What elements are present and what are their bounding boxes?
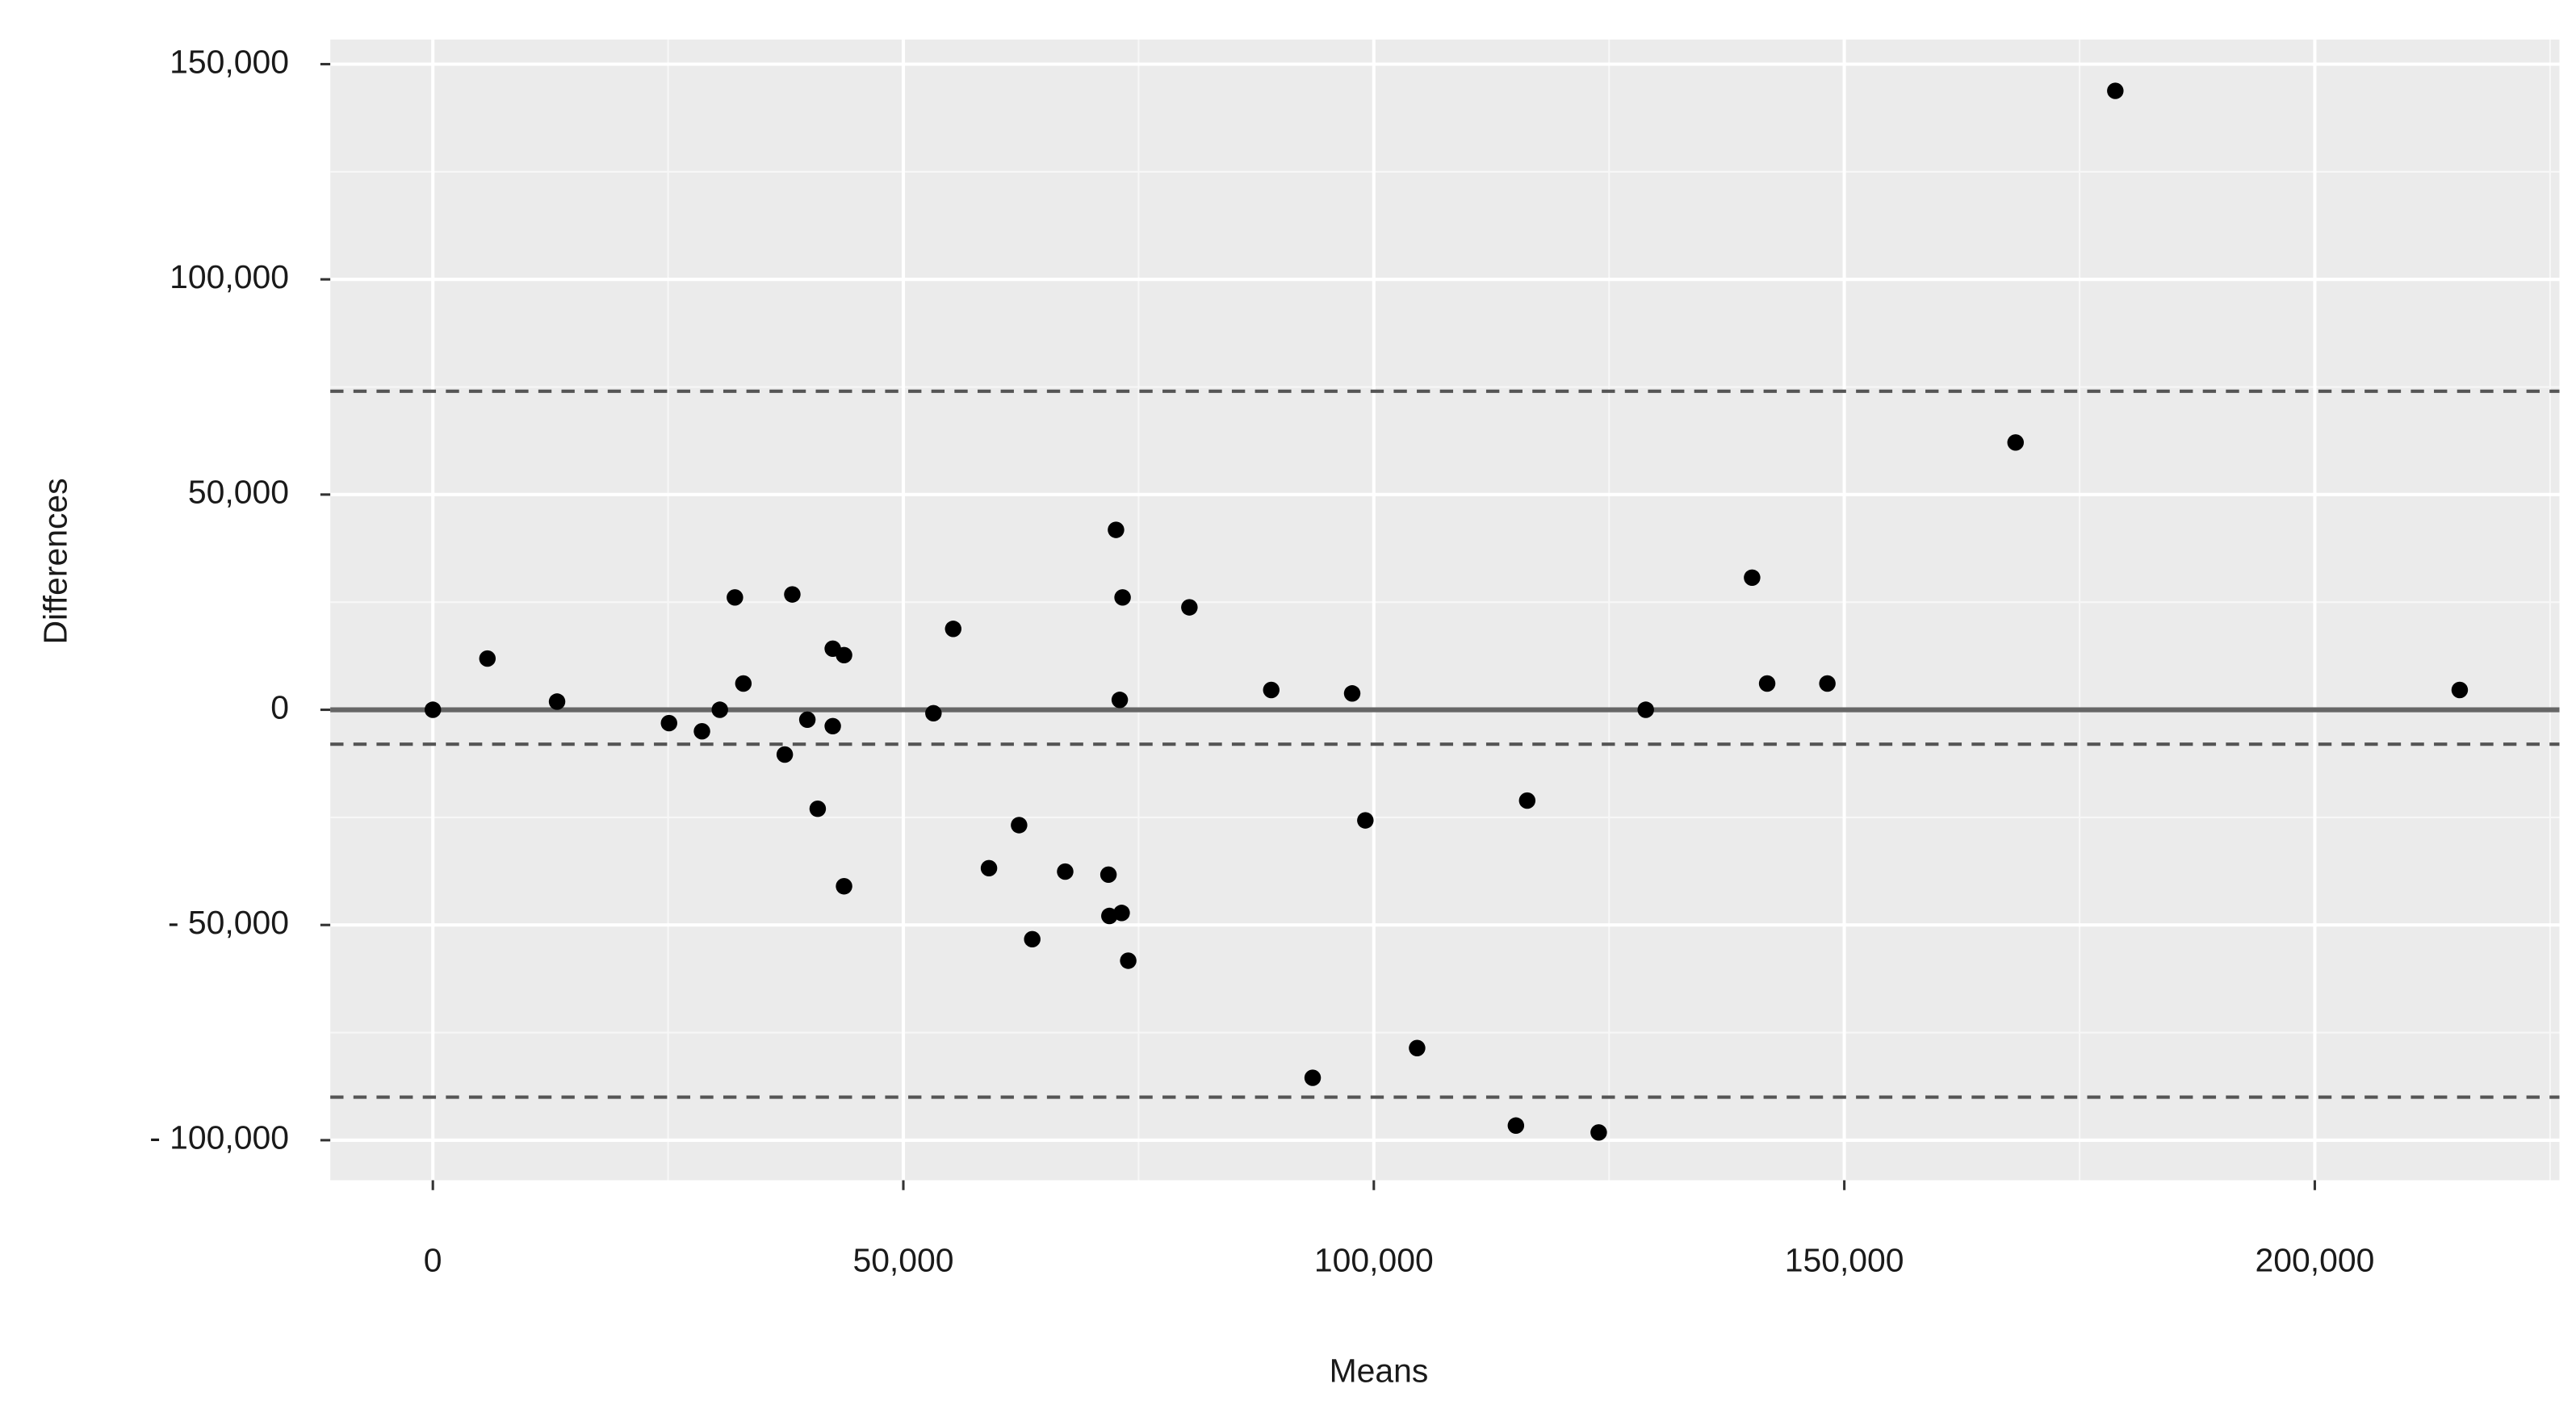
point xyxy=(836,646,852,664)
point xyxy=(548,693,566,710)
y-tick-label: 100,000 xyxy=(170,258,289,295)
point xyxy=(1637,701,1654,718)
point xyxy=(1011,817,1028,834)
point xyxy=(809,800,827,817)
x-tick-label: 0 xyxy=(424,1242,442,1279)
point xyxy=(2451,681,2469,699)
point xyxy=(1409,1039,1426,1056)
point xyxy=(1518,792,1536,809)
point xyxy=(1113,905,1130,922)
x-tick-label: 150,000 xyxy=(1785,1242,1904,1279)
x-tick-label: 50,000 xyxy=(852,1242,953,1279)
point xyxy=(1057,863,1074,880)
x-tick-label: 200,000 xyxy=(2256,1242,2375,1279)
x-axis-title: Means xyxy=(1330,1353,1429,1390)
x-tick-label: 100,000 xyxy=(1314,1242,1434,1279)
point xyxy=(836,877,852,895)
y-tick-label: - 50,000 xyxy=(168,904,289,941)
point xyxy=(1507,1117,1525,1134)
point xyxy=(1120,952,1137,969)
point xyxy=(1590,1124,1607,1141)
point xyxy=(693,722,710,740)
point xyxy=(1744,569,1761,587)
point xyxy=(1111,692,1129,709)
point xyxy=(1108,521,1125,538)
point xyxy=(2007,434,2024,451)
point xyxy=(824,717,841,735)
y-tick-label: 0 xyxy=(270,688,289,725)
point xyxy=(711,701,728,718)
point xyxy=(776,746,794,763)
point xyxy=(980,859,998,877)
point xyxy=(1357,812,1374,829)
point xyxy=(1819,675,1836,692)
point xyxy=(479,650,496,667)
point xyxy=(660,714,677,732)
y-tick-label: 150,000 xyxy=(170,43,289,80)
point xyxy=(2107,82,2124,99)
y-tick-label: 50,000 xyxy=(188,474,289,511)
y-axis-title: Differences xyxy=(36,478,73,644)
point xyxy=(1758,675,1776,692)
point xyxy=(925,704,942,722)
plot-panel xyxy=(330,40,2560,1181)
point xyxy=(1100,866,1117,884)
point xyxy=(1181,599,1198,616)
y-tick-label: - 100,000 xyxy=(149,1119,289,1156)
point xyxy=(424,701,442,718)
point xyxy=(727,589,743,606)
point xyxy=(1343,685,1361,702)
point xyxy=(1304,1069,1322,1086)
point xyxy=(945,621,962,638)
point xyxy=(1114,589,1131,606)
point xyxy=(784,586,801,603)
point xyxy=(1263,681,1280,699)
point xyxy=(735,675,752,692)
point xyxy=(798,711,816,729)
point xyxy=(1024,930,1041,948)
